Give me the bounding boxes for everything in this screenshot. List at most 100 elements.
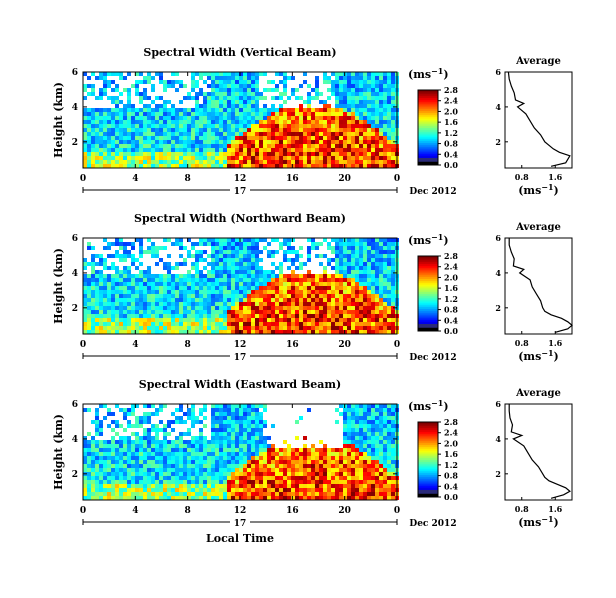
heatmap-cell — [103, 464, 107, 468]
heatmap-cell — [91, 286, 95, 290]
date-marker-bg — [230, 350, 250, 361]
heatmap-cell — [223, 254, 227, 258]
heatmap-cell — [219, 262, 223, 266]
heatmap-cell — [255, 246, 259, 250]
heatmap-cell — [191, 464, 195, 468]
heatmap-cell — [163, 140, 167, 144]
heatmap-cell — [331, 156, 335, 160]
heatmap-cell — [155, 484, 159, 488]
colorbar-swatch — [418, 163, 438, 166]
heatmap-cell — [215, 468, 219, 472]
heatmap-cell — [387, 314, 391, 318]
heatmap-cell — [227, 144, 231, 148]
heatmap-cell — [251, 144, 255, 148]
heatmap-cell — [263, 238, 267, 242]
heatmap-cell — [247, 290, 251, 294]
heatmap-cell — [327, 298, 331, 302]
heatmap-cell — [343, 310, 347, 314]
heatmap-cell — [167, 282, 171, 286]
heatmap-cell — [311, 116, 315, 120]
heatmap-cell — [231, 242, 235, 246]
heatmap-cell — [151, 290, 155, 294]
heatmap-cell — [383, 144, 387, 148]
heatmap-cell — [163, 278, 167, 282]
heatmap-cell — [355, 278, 359, 282]
heatmap-cell — [187, 444, 191, 448]
heatmap-cell — [103, 76, 107, 80]
heatmap-cell — [227, 112, 231, 116]
heatmap-cell — [83, 96, 87, 100]
heatmap-cell — [219, 310, 223, 314]
heatmap-cell — [343, 468, 347, 472]
heatmap-cell — [295, 298, 299, 302]
heatmap-cell — [231, 92, 235, 96]
heatmap-cell — [323, 488, 327, 492]
heatmap-cell — [271, 464, 275, 468]
heatmap-cell — [131, 468, 135, 472]
heatmap-cell — [227, 160, 231, 164]
heatmap-cell — [151, 436, 155, 440]
heatmap-cell — [115, 156, 119, 160]
heatmap-cell — [123, 246, 127, 250]
heatmap-cell — [311, 156, 315, 160]
heatmap-cell — [215, 156, 219, 160]
heatmap-cell — [143, 496, 147, 500]
heatmap-cell — [383, 408, 387, 412]
heatmap-cell — [315, 132, 319, 136]
heatmap-cell — [91, 132, 95, 136]
heatmap-cell — [235, 306, 239, 310]
heatmap-cell — [83, 314, 87, 318]
heatmap-cell — [391, 164, 395, 168]
heatmap-cell — [155, 488, 159, 492]
heatmap-cell — [103, 318, 107, 322]
heatmap-cell — [179, 468, 183, 472]
heatmap-cell — [363, 274, 367, 278]
heatmap-cell — [243, 314, 247, 318]
heatmap-cell — [87, 448, 91, 452]
heatmap-cell — [259, 452, 263, 456]
heatmap-cell — [391, 120, 395, 124]
heatmap-cell — [339, 492, 343, 496]
heatmap-cell — [275, 460, 279, 464]
heatmap-cell — [263, 444, 267, 448]
heatmap-cell — [91, 156, 95, 160]
heatmap-cell — [239, 290, 243, 294]
heatmap-cell — [355, 424, 359, 428]
heatmap-cell — [135, 144, 139, 148]
heatmap-cell — [203, 322, 207, 326]
heatmap-cell — [287, 306, 291, 310]
heatmap-cell — [143, 404, 147, 408]
heatmap-cell — [375, 420, 379, 424]
heatmap-cell — [123, 416, 127, 420]
heatmap-cell — [167, 496, 171, 500]
heatmap-cell — [131, 116, 135, 120]
heatmap-cell — [231, 164, 235, 168]
heatmap-cell — [363, 326, 367, 330]
heatmap-cell — [303, 444, 307, 448]
heatmap-cell — [347, 156, 351, 160]
heatmap-cell — [215, 306, 219, 310]
heatmap-cell — [363, 80, 367, 84]
heatmap-cell — [331, 488, 335, 492]
heatmap-cell — [391, 112, 395, 116]
heatmap-cell — [111, 72, 115, 76]
heatmap-cell — [351, 250, 355, 254]
heatmap-cell — [311, 124, 315, 128]
heatmap-cell — [119, 310, 123, 314]
heatmap-cell — [231, 484, 235, 488]
heatmap-cell — [363, 496, 367, 500]
heatmap-cell — [299, 112, 303, 116]
heatmap-cell — [219, 428, 223, 432]
heatmap-cell — [347, 148, 351, 152]
heatmap-cell — [375, 140, 379, 144]
heatmap-cell — [99, 306, 103, 310]
heatmap-cell — [335, 262, 339, 266]
heatmap-cell — [163, 274, 167, 278]
heatmap-cell — [291, 472, 295, 476]
heatmap-cell — [311, 286, 315, 290]
heatmap-cell — [383, 164, 387, 168]
heatmap-cell — [195, 310, 199, 314]
heatmap-cell — [243, 84, 247, 88]
heatmap-cell — [95, 468, 99, 472]
heatmap-cell — [227, 140, 231, 144]
